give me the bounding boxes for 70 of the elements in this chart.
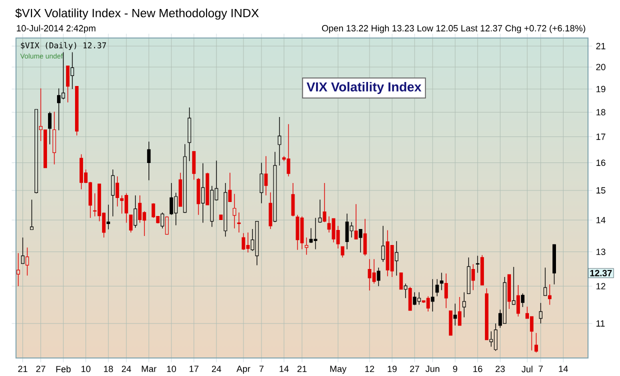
y-tick-label: 12 (596, 283, 606, 290)
candlestick (381, 226, 385, 262)
y-tick-label: 21 (596, 42, 606, 50)
x-tick-label: 18 (104, 366, 113, 372)
y-tick-label: 13 (596, 248, 606, 255)
candlestick (462, 292, 466, 318)
x-tick-label: Mar (142, 366, 156, 372)
annotation: 12.37 (590, 270, 612, 276)
candlestick (70, 52, 74, 90)
y-tick-label: 15 (596, 187, 606, 194)
candlestick (372, 258, 376, 284)
text: Open 13.22 High 13.23 Low 12.05 Last 12.37 Chg +0.72 (+6.18%) (322, 24, 586, 34)
x-tick-label: 14 (280, 366, 289, 372)
candlestick (363, 218, 367, 256)
x-tick-label: 12 (365, 366, 374, 372)
chart-title: $VIX Volatility Index - New Methodology INDX (15, 8, 259, 20)
candlestick (430, 278, 434, 312)
candlestick (304, 237, 308, 256)
x-tick-label: Jul (522, 366, 532, 372)
x-tick-label: Apr (236, 366, 250, 374)
x-tick-label: 27 (410, 366, 420, 372)
y-tick-label: 17 (596, 134, 606, 140)
candlestick (26, 247, 30, 276)
candlestick (318, 199, 322, 222)
candlestick (224, 182, 228, 237)
candlestick (260, 162, 264, 204)
x-tick-label: 7 (259, 366, 264, 372)
x-tick-label: 24 (122, 366, 132, 372)
candlestick (52, 111, 56, 165)
x-tick-label: 10 (167, 366, 176, 372)
x-tick-label: 16 (473, 366, 482, 372)
x-tick-label: 9 (453, 366, 458, 372)
candlestick (278, 116, 282, 166)
x-tick-label: 10 (82, 366, 90, 372)
x-tick-label: May (330, 366, 346, 374)
candlestick (264, 156, 268, 196)
x-tick-label: 19 (388, 366, 397, 372)
candlestick (196, 178, 200, 216)
y-tick-label: 18 (596, 109, 606, 116)
x-tick-label: 24 (212, 366, 222, 372)
candlestick (350, 222, 354, 238)
y-tick-label: 14 (596, 216, 606, 224)
x-tick-label: 27 (36, 366, 46, 372)
chart-subtitle: 10-Jul-2014 2:42pm (16, 24, 96, 34)
x-tick-label: Jun (426, 366, 440, 372)
x-tick-label: 17 (190, 366, 198, 372)
annotation: VIX Volatility Index (306, 82, 422, 94)
x-tick-label: 23 (496, 366, 505, 372)
y-tick-label: 16 (596, 160, 606, 166)
y-tick-label: 11 (596, 320, 605, 327)
candlestick (444, 273, 448, 309)
x-tick-label: 14 (558, 366, 568, 372)
y-tick-label: 20 (596, 64, 606, 70)
candlestick (237, 212, 241, 233)
y-tick-label: 19 (596, 86, 606, 92)
candlestick (16, 252, 20, 287)
candlestick (210, 186, 214, 228)
x-tick-label: 21 (297, 366, 307, 372)
x-tick-label: Feb (56, 366, 71, 372)
candlestick (512, 266, 516, 305)
x-tick-label: 21 (18, 366, 28, 372)
x-tick-label: 7 (538, 366, 543, 372)
candlestick (394, 240, 398, 276)
candlestick (188, 107, 192, 162)
candlestick (232, 194, 236, 229)
candlestick (376, 267, 380, 287)
candlestick (201, 162, 205, 224)
candlestick (314, 218, 318, 250)
candlestick (268, 192, 272, 230)
candlestick (242, 232, 246, 250)
